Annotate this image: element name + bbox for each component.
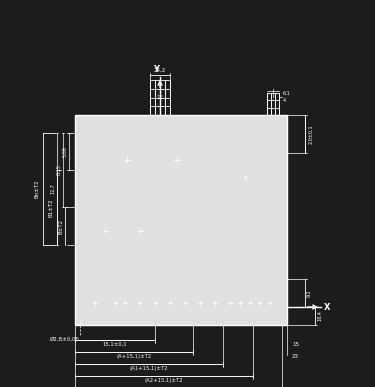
- Text: 2,0±0,1: 2,0±0,1: [308, 124, 313, 144]
- Text: (A2+15,1)±T2: (A2+15,1)±T2: [145, 378, 183, 383]
- Text: Y: Y: [153, 65, 159, 74]
- Text: 5,08: 5,08: [62, 146, 67, 157]
- Text: 4: 4: [283, 98, 286, 103]
- Text: 15: 15: [292, 342, 299, 347]
- Bar: [75, 115, 287, 325]
- Text: 6,1: 6,1: [283, 91, 291, 96]
- Text: B±T2: B±T2: [58, 218, 63, 234]
- Text: 15,1±0,1: 15,1±0,1: [103, 342, 127, 347]
- Text: (A1+15,1)±T2: (A1+15,1)±T2: [130, 366, 168, 371]
- Text: (A+15,1)±T2: (A+15,1)±T2: [116, 354, 152, 359]
- Text: 12: 12: [156, 95, 164, 100]
- Text: 8,35: 8,35: [56, 164, 61, 175]
- Text: 9,2: 9,2: [307, 289, 312, 297]
- Text: B1±T2: B1±T2: [48, 198, 54, 217]
- Text: Ø2,8±0,05: Ø2,8±0,05: [50, 337, 80, 342]
- Text: 18,4: 18,4: [317, 310, 322, 322]
- Text: Bn±T2: Bn±T2: [34, 180, 39, 198]
- Text: 12,7: 12,7: [50, 183, 55, 194]
- Text: 23: 23: [292, 354, 299, 359]
- Text: X: X: [324, 303, 330, 312]
- Text: 24,2: 24,2: [154, 68, 166, 73]
